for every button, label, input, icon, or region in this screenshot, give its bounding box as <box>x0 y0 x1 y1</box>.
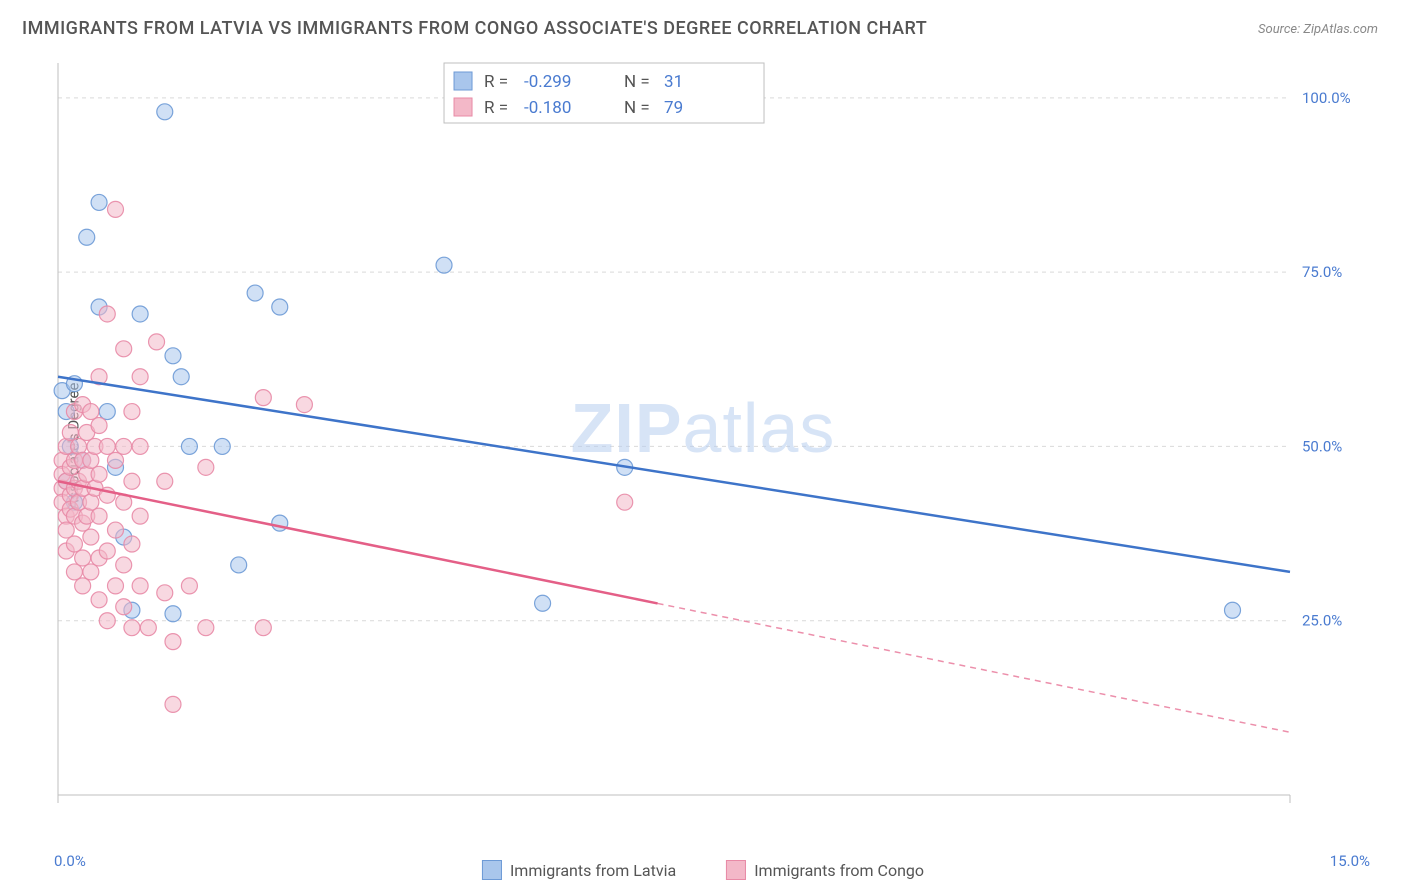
svg-text:31: 31 <box>664 72 683 92</box>
svg-text:R =: R = <box>484 72 508 92</box>
legend-bottom: Immigrants from Latvia Immigrants from C… <box>482 860 924 880</box>
legend-swatch-congo <box>726 860 746 880</box>
scatter-plot: 25.0% 50.0% 75.0% 100.0% R = -0.299 N = 31 R = -0… <box>50 55 1360 825</box>
svg-text:-0.180: -0.180 <box>524 98 571 118</box>
svg-text:75.0%: 75.0% <box>1302 263 1342 281</box>
x-tick-min: 0.0% <box>54 852 86 870</box>
legend-item-congo: Immigrants from Congo <box>726 860 924 880</box>
legend-item-latvia: Immigrants from Latvia <box>482 860 676 880</box>
legend-swatch-latvia <box>482 860 502 880</box>
svg-text:N =: N = <box>624 98 650 118</box>
x-tick-max: 15.0% <box>1330 852 1370 870</box>
svg-text:N =: N = <box>624 72 650 92</box>
chart-title: IMMIGRANTS FROM LATVIA VS IMMIGRANTS FRO… <box>22 18 927 39</box>
svg-text:79: 79 <box>664 98 683 118</box>
svg-text:25.0%: 25.0% <box>1302 612 1342 630</box>
legend-label-congo: Immigrants from Congo <box>754 861 924 880</box>
svg-text:100.0%: 100.0% <box>1302 89 1351 107</box>
svg-text:R =: R = <box>484 98 508 118</box>
source-attribution: Source: ZipAtlas.com <box>1258 22 1378 37</box>
svg-text:50.0%: 50.0% <box>1302 437 1342 455</box>
svg-text:-0.299: -0.299 <box>524 72 571 92</box>
legend-label-latvia: Immigrants from Latvia <box>510 861 676 880</box>
